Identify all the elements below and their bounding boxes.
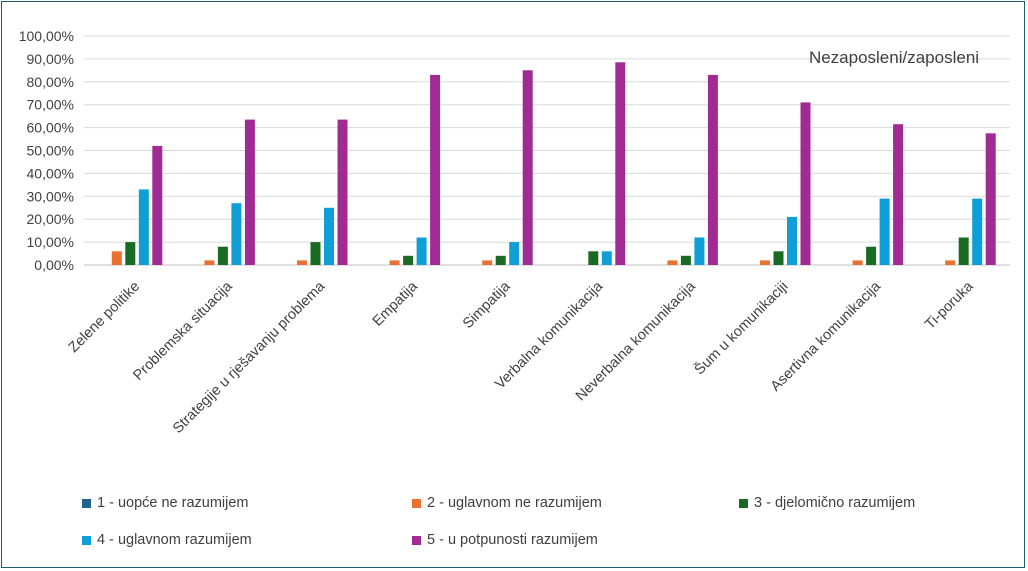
bar-4-6: [694, 237, 705, 265]
y-axis-ticks: 0,00% 10,00% 20,00% 30,00% 40,00% 50,00% 60,00…: [19, 28, 74, 273]
legend-item: 3 - djelomično razumijem: [739, 495, 915, 511]
y-tick-label: 10,00%: [27, 234, 74, 250]
bar-4-8: [879, 198, 890, 265]
bar-2-9: [945, 260, 956, 265]
legend-item: 2 - uglavnom ne razumijem: [412, 495, 602, 511]
legend-swatch: [412, 498, 421, 508]
bar-3-4: [495, 255, 506, 265]
legend-label: 5 - u potpunosti razumijem: [427, 532, 598, 548]
bar-3-9: [958, 237, 969, 265]
bar-3-5: [588, 251, 599, 265]
y-tick-label: 90,00%: [27, 51, 74, 67]
bar-4-2: [324, 207, 334, 266]
bar-4-4: [509, 242, 520, 265]
bar-2-1: [204, 260, 215, 265]
legend-swatch: [82, 498, 91, 508]
legend-item: 4 - uglavnom razumijem: [82, 532, 252, 548]
y-tick-label: 50,00%: [27, 143, 74, 159]
bar-3-1: [217, 246, 228, 265]
bar-4-3: [416, 237, 427, 265]
legend-swatch: [739, 498, 748, 508]
x-category-label: Šum u komunikaciji: [691, 278, 791, 378]
y-tick-label: 40,00%: [27, 165, 74, 181]
legend-swatch: [412, 535, 421, 545]
bar-2-4: [482, 260, 493, 265]
bar-5-9: [985, 133, 996, 265]
x-category-label: Strategije u rješavanju problema: [170, 278, 329, 437]
bar-5-1: [244, 119, 255, 265]
bar-5-4: [522, 70, 533, 265]
y-tick-label: 60,00%: [27, 120, 74, 136]
x-category-label: Ti-poruka: [922, 278, 977, 333]
bar-2-6: [667, 260, 678, 265]
y-tick-label: 0,00%: [34, 257, 74, 273]
y-tick-label: 80,00%: [27, 74, 74, 90]
gridlines: [84, 35, 1010, 266]
bar-4-7: [787, 216, 797, 265]
x-category-label: Zelene politike: [66, 279, 143, 356]
legend-label: 3 - djelomično razumijem: [754, 495, 916, 511]
bar-2-0: [111, 251, 122, 265]
x-category-label: Empatija: [370, 278, 422, 330]
bar-3-8: [866, 246, 877, 265]
bar-3-3: [403, 255, 414, 265]
bar-5-3: [430, 74, 441, 266]
bars: [111, 62, 996, 266]
bar-2-3: [389, 260, 400, 265]
bar-5-7: [800, 102, 811, 266]
bar-2-7: [760, 260, 770, 265]
bar-5-8: [893, 124, 904, 265]
y-tick-label: 20,00%: [27, 211, 74, 227]
y-tick-label: 100,00%: [19, 28, 74, 44]
bar-2-2: [297, 260, 307, 265]
bar-5-0: [152, 145, 163, 265]
bar-4-0: [138, 189, 149, 265]
legend-swatch: [82, 535, 91, 545]
bar-3-6: [680, 255, 691, 265]
bar-3-0: [125, 242, 136, 265]
legend-label: 1 - uopće ne razumijem: [97, 495, 249, 511]
y-tick-label: 70,00%: [27, 97, 74, 113]
chart-title: Nezaposleni/zaposleni: [809, 48, 979, 67]
bar-4-1: [231, 203, 242, 265]
legend-label: 2 - uglavnom ne razumijem: [427, 495, 602, 511]
bar-5-5: [615, 62, 626, 265]
bar-4-5: [601, 251, 612, 265]
legend-item: 1 - uopće ne razumijem: [82, 495, 249, 511]
bar-4-9: [972, 198, 983, 265]
bar-3-2: [310, 242, 321, 265]
bar-5-6: [707, 74, 718, 266]
x-category-label: Problemska situacija: [130, 278, 236, 384]
bar-3-7: [773, 251, 784, 265]
bar-2-8: [852, 260, 863, 265]
y-tick-label: 30,00%: [27, 188, 74, 204]
legend-item: 5 - u potpunosti razumijem: [412, 532, 598, 548]
x-category-label: Simpatija: [460, 278, 514, 332]
legend-label: 4 - uglavnom razumijem: [97, 532, 252, 548]
bar-5-2: [337, 119, 348, 265]
